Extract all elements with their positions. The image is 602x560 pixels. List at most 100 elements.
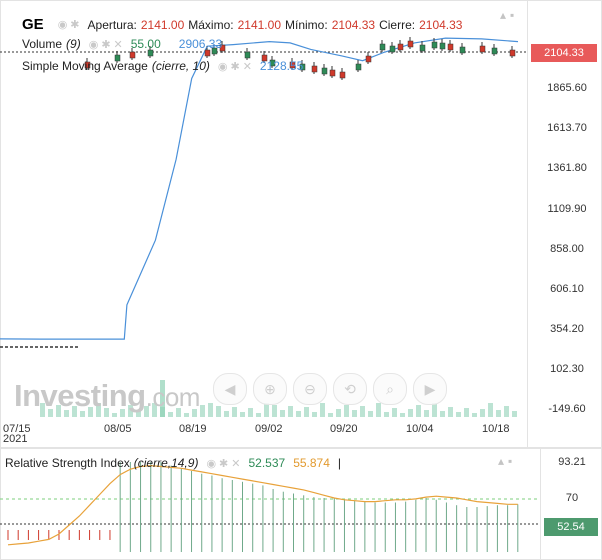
volume-bar: [448, 407, 453, 417]
main-corner-icons[interactable]: ▴ ▪: [500, 8, 514, 22]
volume-bar: [40, 403, 45, 417]
volume-bar: [48, 409, 53, 417]
open-value: 2141.00: [140, 17, 185, 32]
scroll-left-button[interactable]: ◀: [213, 373, 247, 405]
candle-body: [355, 63, 362, 71]
volume-bar: [456, 412, 461, 417]
zoom-toolbar: ◀ ⊕ ⊖ ⟲ ⌕ ▶: [213, 373, 447, 405]
open-label: Apertura:: [87, 17, 137, 32]
volume-bar: [512, 411, 517, 417]
chart-type-icon[interactable]: ▴: [500, 8, 507, 22]
candle-body: [509, 49, 516, 57]
volume-value-2: 2906.33: [178, 37, 223, 51]
volume-bar: [328, 413, 333, 417]
eye-icon[interactable]: ◉: [88, 38, 99, 51]
volume-controls[interactable]: ◉ ✱ ✕: [89, 38, 123, 51]
candle-body: [204, 49, 211, 57]
volume-param: (9): [66, 37, 81, 51]
candle-body: [329, 69, 336, 77]
rsi-corner-icons[interactable]: ▴ ▪: [498, 454, 512, 468]
eye-icon[interactable]: ◉: [217, 60, 228, 73]
volume-bar: [424, 410, 429, 417]
gear-icon[interactable]: ✱: [219, 457, 229, 470]
volume-bar: [360, 406, 365, 417]
scroll-right-button[interactable]: ▶: [413, 373, 447, 405]
gear-icon[interactable]: ✱: [230, 60, 240, 73]
candle-body: [459, 46, 466, 54]
volume-bar: [504, 406, 509, 417]
volume-bar: [152, 403, 157, 417]
volume-bar: [208, 403, 213, 417]
volume-bar: [400, 413, 405, 417]
lock-icon[interactable]: ▪: [508, 454, 513, 468]
volume-bar: [264, 403, 269, 417]
zoom-out-icon: ⊖: [304, 380, 316, 397]
volume-bar: [176, 408, 181, 417]
volume-bar: [296, 411, 301, 417]
sma-value: 2128.55: [259, 59, 304, 73]
rsi-tick: 70: [565, 492, 579, 504]
price-tick: 354.20: [550, 323, 584, 335]
price-tick: 1613.70: [547, 122, 587, 134]
zoom-in-icon: ⊕: [264, 380, 276, 397]
sma-controls[interactable]: ◉ ✱ ✕: [218, 60, 252, 73]
zoom-reset-button[interactable]: ⟲: [333, 373, 367, 405]
candle-body: [244, 51, 251, 59]
volume-bar: [304, 407, 309, 417]
candle-body: [339, 71, 346, 79]
volume-bar: [488, 403, 493, 417]
date-tick: 10/18: [482, 423, 510, 435]
gear-icon[interactable]: ✱: [70, 19, 80, 31]
volume-bar: [496, 410, 501, 417]
low-value: 2104.33: [331, 17, 376, 32]
eye-icon[interactable]: ◉: [206, 457, 217, 470]
investing-logo: Investing.com: [14, 378, 200, 413]
volume-bar: [272, 405, 277, 417]
volume-bar: [432, 403, 437, 417]
candle-body: [479, 45, 486, 53]
chart-type-icon[interactable]: ▴: [498, 454, 505, 468]
date-tick: 10/04: [406, 423, 434, 435]
volume-bar: [464, 408, 469, 417]
price-tick: 102.30: [550, 363, 584, 375]
magnify-button[interactable]: ⌕: [373, 373, 407, 405]
candle-body: [147, 49, 154, 57]
close-icon[interactable]: ✕: [242, 60, 252, 73]
candle-body: [299, 63, 306, 71]
volume-bar: [392, 408, 397, 417]
volume-bar: [96, 403, 101, 417]
volume-bar: [144, 406, 149, 417]
volume-bar: [256, 413, 261, 417]
candle-body: [431, 41, 438, 49]
candle-body: [269, 59, 276, 67]
sma-param: (cierre, 10): [151, 59, 210, 73]
volume-bar: [376, 403, 381, 417]
lock-icon[interactable]: ▪: [510, 8, 515, 22]
gear-icon[interactable]: ✱: [101, 38, 111, 51]
volume-bar: [136, 410, 141, 417]
candle-body: [289, 61, 296, 69]
rsi-controls[interactable]: ◉ ✱ ✕: [206, 457, 240, 470]
close-icon[interactable]: ✕: [231, 457, 241, 470]
volume-bar: [80, 411, 85, 417]
rsi-value-1: 52.537: [248, 456, 286, 470]
close-icon[interactable]: ✕: [113, 38, 123, 51]
rsi-badge: 52.54: [544, 518, 598, 536]
zoom-in-button[interactable]: ⊕: [253, 373, 287, 405]
price-tick: 606.10: [550, 283, 584, 295]
rsi-separator: |: [337, 456, 342, 470]
candle-body: [491, 47, 498, 55]
rsi-tick: 93.21: [558, 456, 586, 468]
zoom-out-button[interactable]: ⊖: [293, 373, 327, 405]
candle-body: [397, 43, 404, 51]
legend-controls[interactable]: ◉ ✱: [58, 18, 80, 31]
volume-bar: [280, 410, 285, 417]
volume-bar: [408, 409, 413, 417]
candle-body: [114, 54, 121, 62]
volume-bar: [344, 405, 349, 417]
ohlc-legend: GE ◉ ✱ Apertura: 2141.00 Máximo: 2141.00…: [22, 16, 462, 33]
volume-bar: [64, 410, 69, 417]
candle-body: [211, 47, 218, 55]
eye-icon[interactable]: ◉: [57, 19, 68, 31]
